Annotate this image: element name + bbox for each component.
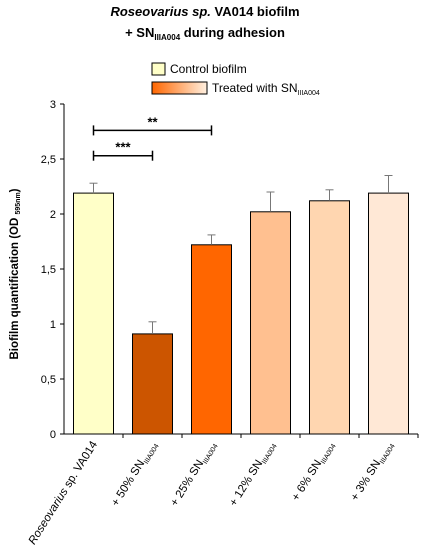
y-tick-label: 1 xyxy=(50,319,56,331)
y-axis-label: Biofilm quantification (OD 595nm) xyxy=(9,188,22,359)
chart-title-line2: + SNIIIA004 during adhesion xyxy=(125,25,285,42)
x-tick-label: + 50% SNIIIA004 xyxy=(109,439,160,510)
bar xyxy=(368,192,409,435)
legend-label-treated: Treated with SNIIIA004 xyxy=(212,81,320,97)
bar xyxy=(73,192,114,435)
significance-brackets: ***** xyxy=(92,114,213,161)
x-axis-labels: Roseovarius sp. VA014 + 50% SNIIIA004+ 25… xyxy=(27,439,397,547)
y-tick-label: 2 xyxy=(50,209,56,221)
x-tick-label: + 25% SNIIIA004 xyxy=(168,439,219,510)
bars xyxy=(73,175,419,438)
sig-label: *** xyxy=(115,140,131,155)
y-tick-label: 3 xyxy=(50,99,56,111)
legend-swatch-control xyxy=(151,62,166,76)
x-tick-label: + 3% SNIIIA004 xyxy=(349,439,397,504)
y-tick-label: 1,5 xyxy=(41,264,56,276)
sig-label: ** xyxy=(147,114,158,129)
y-tick-label: 2,5 xyxy=(41,154,56,166)
bar xyxy=(191,244,232,435)
x-tick-label: + 6% SNIIIA004 xyxy=(290,439,338,504)
legend-label-control: Control biofilm xyxy=(170,62,247,76)
y-tick-label: 0 xyxy=(50,429,56,441)
x-tick-label: Roseovarius sp. VA014 xyxy=(27,439,101,547)
bar xyxy=(250,211,291,435)
legend: Control biofilm Treated with SNIIIA004 xyxy=(151,62,320,97)
bar xyxy=(132,333,173,435)
legend-swatch-treated xyxy=(151,81,208,95)
chart-title-line1: Roseovarius sp. VA014 biofilm xyxy=(110,4,299,19)
y-tick-label: 0,5 xyxy=(41,374,56,386)
bar xyxy=(309,200,350,435)
x-tick-label: + 12% SNIIIA004 xyxy=(227,439,278,510)
